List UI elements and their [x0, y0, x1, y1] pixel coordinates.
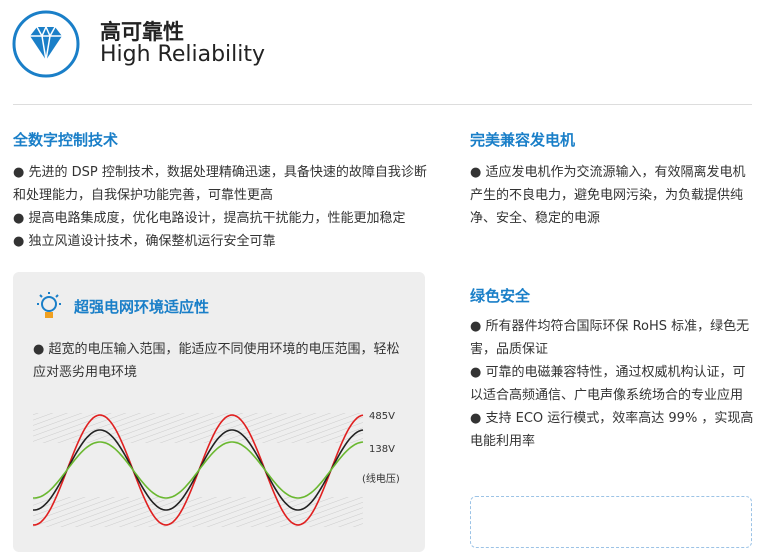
- bullet: ● 所有器件均符合国际环保 RoHS 标准，绿色无害，品质保证: [470, 319, 750, 357]
- title: 高可靠性: [100, 20, 184, 44]
- divider: [13, 104, 752, 105]
- bullet: ● 支持 ECO 运行模式，效率高达 99% ，实现高电能利用率: [470, 411, 754, 449]
- section-body: ● 先进的 DSP 控制技术，数据处理精确迅速，具备快速的故障自我诊断和处理能力…: [13, 161, 428, 253]
- dashed-box: [470, 496, 752, 548]
- bullet: ● 提高电路集成度，优化电路设计，提高抗干扰能力，性能更加稳定: [13, 211, 406, 226]
- wave-line: [33, 441, 364, 499]
- wave-label: (线电压): [362, 472, 400, 485]
- panel-text: ● 超宽的电压输入范围，能适应不同使用环境的电压范围，轻松应对恶劣用电环境: [33, 342, 400, 380]
- wave-label: 138V: [369, 444, 395, 455]
- section-heading: 绿色安全: [470, 287, 531, 305]
- subtitle: High Reliability: [100, 42, 266, 67]
- logo-icon: [12, 10, 80, 78]
- waveform: 485V 138V (线电压): [33, 411, 400, 527]
- bullet: ● 可靠的电磁兼容特性，通过权威机构认证，可以适合高频通信、广电声像系统场合的专…: [470, 365, 746, 403]
- panel-icon: [37, 292, 61, 318]
- bullet: ● 适应发电机作为交流源输入，有效隔离发电机产生的不良电力，避免电网污染，为负载…: [470, 165, 746, 226]
- wave-label: 485V: [369, 411, 395, 422]
- section-heading: 全数字控制技术: [13, 131, 119, 149]
- panel-heading: 超强电网环境适应性: [74, 298, 210, 316]
- section-heading: 完美兼容发电机: [470, 131, 576, 149]
- section-body: ● 适应发电机作为交流源输入，有效隔离发电机产生的不良电力，避免电网污染，为负载…: [470, 161, 754, 230]
- page: 高可靠性 High Reliability 全数字控制技术 ● 先进的 DSP …: [12, 10, 754, 552]
- bullet: ● 独立风道设计技术，确保整机运行安全可靠: [13, 234, 276, 249]
- bullet: ● 先进的 DSP 控制技术，数据处理精确迅速，具备快速的故障自我诊断和处理能力…: [13, 165, 427, 203]
- section-body: ● 所有器件均符合国际环保 RoHS 标准，绿色无害，品质保证 ● 可靠的电磁兼…: [470, 315, 754, 453]
